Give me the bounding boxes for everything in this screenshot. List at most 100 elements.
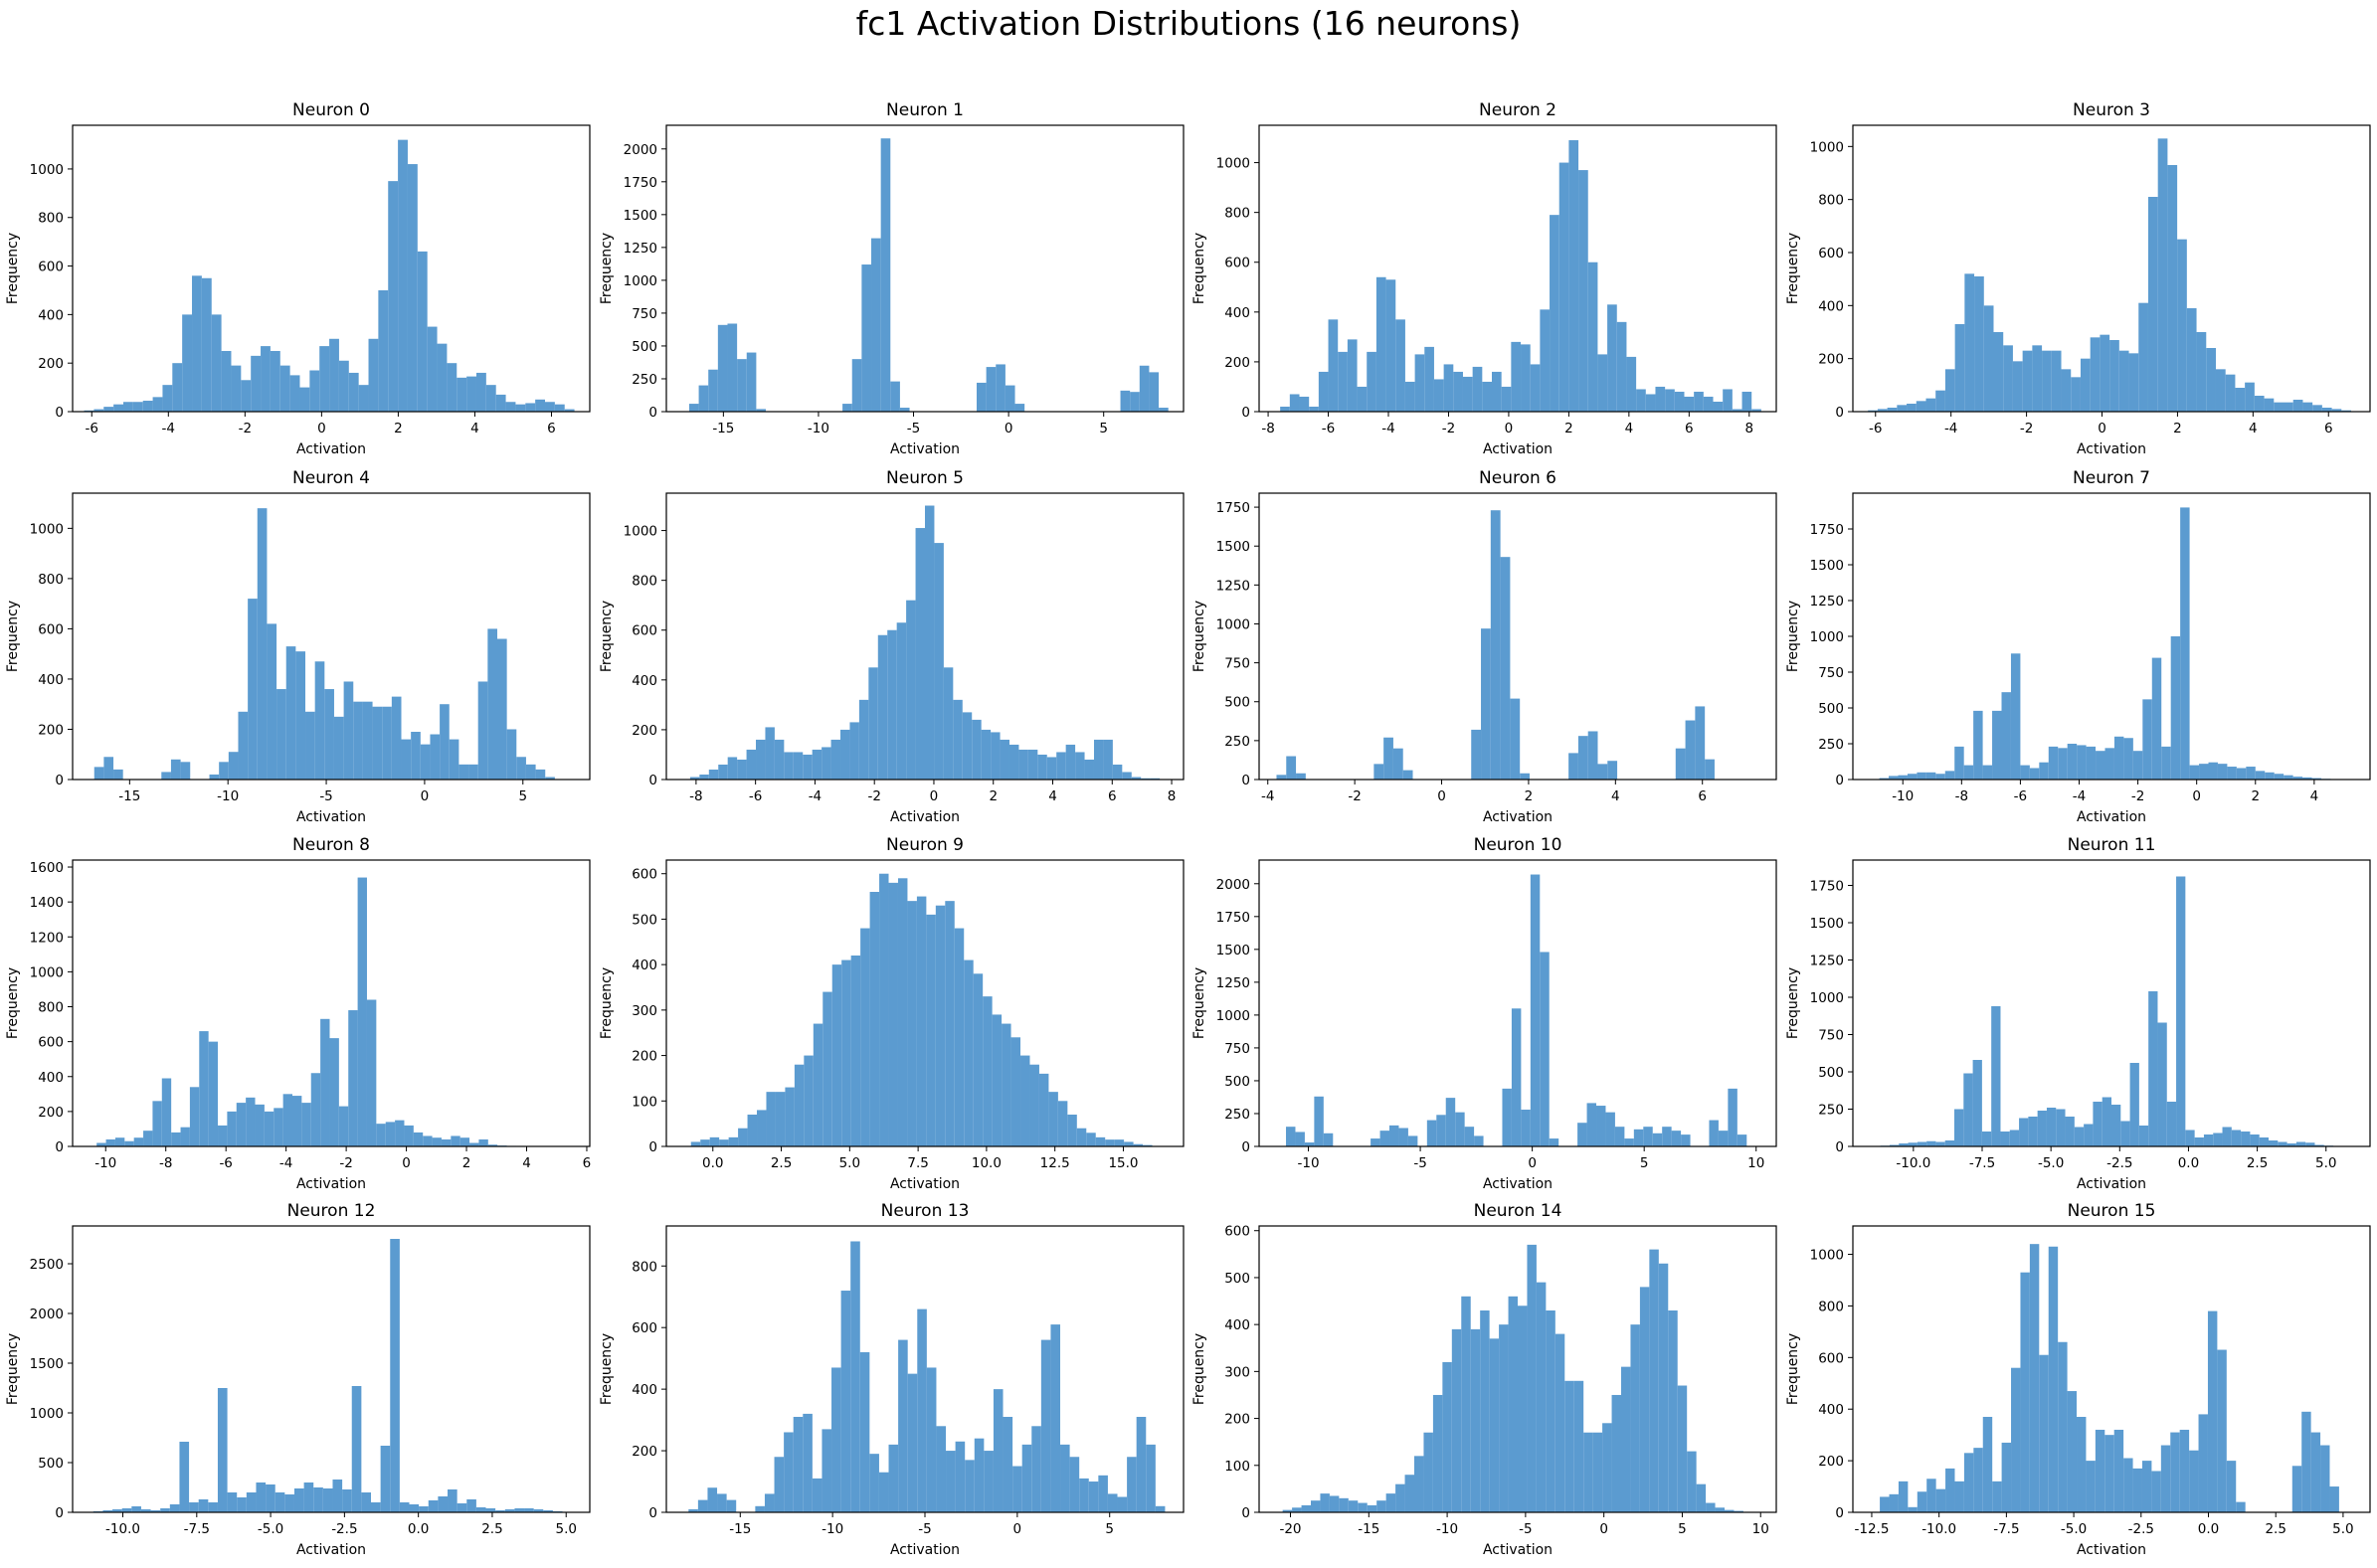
histogram-bar	[794, 1417, 804, 1512]
histogram-bar	[765, 727, 774, 780]
y-tick-label: 1000	[30, 1406, 64, 1422]
histogram-bar	[1982, 1132, 1991, 1146]
histogram-bar	[284, 1494, 294, 1512]
histogram-bar	[1001, 740, 1009, 780]
histogram-bar	[256, 1105, 265, 1146]
histogram-bar	[1624, 1138, 1633, 1146]
histogram-bar	[237, 1497, 247, 1512]
histogram-bar	[218, 1388, 228, 1512]
histogram-bar	[1621, 1367, 1630, 1512]
histogram-bar	[1386, 279, 1396, 412]
histogram-bar	[1907, 404, 1917, 412]
x-tick-label: -2	[1348, 788, 1361, 804]
histogram-bar	[305, 712, 315, 780]
histogram-bar	[1964, 766, 1973, 780]
histogram-bar	[1568, 140, 1578, 412]
histogram-bar	[162, 385, 172, 412]
histogram-bar	[2139, 1126, 2148, 1146]
y-axis-label: Frequency	[1191, 233, 1207, 304]
histogram-bar	[2301, 1412, 2310, 1512]
histogram-bar	[179, 1442, 189, 1512]
histogram-bar	[2019, 1119, 2028, 1147]
histogram-bar	[395, 1121, 404, 1146]
histogram-bar	[1039, 1074, 1048, 1146]
y-tick-label: 200	[38, 356, 64, 372]
histogram-bar	[2204, 1134, 2213, 1146]
y-tick-label: 1500	[1216, 943, 1250, 958]
histogram-bar	[339, 1107, 348, 1146]
histogram-bar	[1436, 1115, 1445, 1146]
x-axis-label: Activation	[890, 809, 960, 825]
histogram-bar	[1473, 367, 1483, 412]
histogram-bar	[1028, 750, 1037, 780]
histogram-bar	[2180, 1430, 2189, 1512]
histogram-bar	[1521, 1110, 1530, 1146]
histogram-bar	[2329, 1486, 2338, 1512]
histogram-bar	[1383, 738, 1393, 780]
y-tick-label: 1000	[30, 964, 64, 980]
y-tick-label: 1000	[1810, 990, 1844, 1006]
x-tick-label: 5.0	[839, 1155, 860, 1171]
histogram-bar	[813, 750, 822, 780]
histogram-bar	[1984, 305, 1994, 412]
histogram-bar	[2265, 399, 2275, 412]
histogram-bar	[1926, 1141, 1935, 1146]
histogram-bar	[1550, 215, 1559, 412]
histogram-bar	[2292, 1466, 2301, 1512]
histogram-bar	[1607, 304, 1617, 412]
x-axis-label: Activation	[1483, 1542, 1553, 1558]
histogram-bar	[113, 770, 123, 780]
histogram-bar	[2129, 353, 2139, 412]
histogram-bar	[2038, 1111, 2047, 1146]
histogram-bar	[1444, 364, 1454, 412]
histogram-bar	[352, 1386, 362, 1512]
histogram-bar	[785, 1088, 794, 1146]
histogram-bar	[2130, 1063, 2139, 1146]
histogram-bar	[1607, 761, 1617, 780]
histogram-bar	[411, 732, 421, 780]
histogram-bar	[841, 960, 850, 1146]
histogram-bar	[367, 999, 376, 1146]
histogram-bar	[2176, 877, 2185, 1147]
histogram-bar	[2087, 747, 2096, 780]
histogram-bar	[450, 740, 459, 780]
x-tick-label: -10.0	[105, 1521, 140, 1537]
x-axis-label: Activation	[296, 809, 366, 825]
histogram-bar	[1367, 352, 1376, 412]
histogram-bar	[842, 404, 852, 412]
histogram-bar	[275, 1492, 285, 1512]
histogram-bar	[860, 929, 869, 1146]
histogram-bar	[2246, 767, 2255, 780]
y-tick-label: 1000	[1810, 1248, 1844, 1264]
x-tick-label: -10	[94, 1155, 116, 1171]
histogram-bar	[460, 1137, 469, 1146]
x-tick-label: 2	[1564, 421, 1573, 436]
x-tick-label: -15	[712, 421, 734, 436]
axes-frame	[1853, 493, 2370, 780]
histogram-bar	[1964, 273, 1974, 412]
histogram-bar	[889, 1445, 899, 1512]
histogram-bar	[1926, 1479, 1935, 1512]
histogram-bar	[208, 1502, 218, 1512]
x-tick-label: 4	[1625, 421, 1634, 436]
histogram-bar	[1672, 1131, 1681, 1146]
histogram-bar	[2081, 359, 2091, 412]
x-tick-label: 10	[1752, 1521, 1769, 1537]
histogram-bar	[2208, 1311, 2217, 1512]
histogram-bar	[2195, 1137, 2204, 1146]
histogram-bar	[1596, 1106, 1605, 1146]
histogram-bar	[2296, 1142, 2305, 1147]
histogram-bar	[1655, 387, 1665, 412]
histogram-bar	[324, 689, 334, 780]
histogram-bar	[1705, 760, 1715, 780]
y-tick-label: 500	[1224, 1271, 1250, 1287]
histogram-bar	[190, 1087, 199, 1146]
histogram-bar	[418, 252, 428, 412]
histogram-bar	[2120, 1122, 2129, 1147]
histogram-bar	[1070, 1457, 1080, 1512]
histogram-bar	[2227, 1461, 2236, 1512]
